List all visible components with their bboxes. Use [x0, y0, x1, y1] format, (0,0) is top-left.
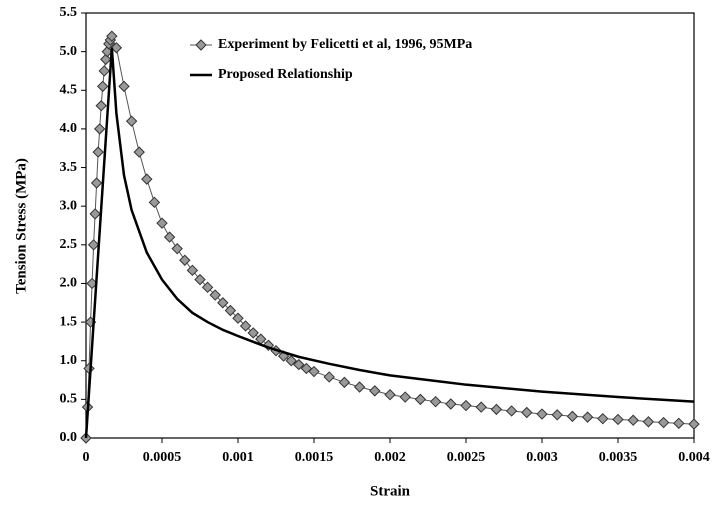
data-point	[521, 406, 533, 419]
x-tick-label: 0.0025	[447, 450, 486, 465]
y-tick-label: 1.5	[60, 314, 78, 329]
data-point	[627, 414, 639, 426]
x-tick-label: 0.003	[526, 450, 558, 465]
data-point	[475, 401, 487, 413]
data-point	[285, 355, 297, 367]
x-tick-label: 0.002	[374, 450, 406, 465]
legend-label: Proposed Relationship	[218, 67, 353, 82]
y-tick-label: 3.0	[60, 198, 78, 213]
data-point	[673, 417, 685, 430]
data-point	[148, 196, 161, 209]
data-point	[232, 312, 244, 324]
data-point	[414, 393, 427, 406]
data-point	[384, 389, 396, 401]
data-point	[95, 100, 107, 112]
data-point	[581, 411, 594, 423]
x-tick-label: 0.0035	[599, 450, 638, 465]
data-point	[460, 399, 472, 412]
data-point	[217, 297, 229, 309]
y-tick-label: 2.5	[60, 237, 78, 252]
data-point	[156, 217, 168, 229]
data-point	[293, 358, 305, 371]
data-point	[133, 146, 145, 158]
data-point	[90, 177, 103, 189]
data-point	[353, 381, 366, 393]
data-point	[209, 289, 221, 301]
data-point	[224, 304, 237, 317]
y-tick-label: 3.5	[60, 160, 78, 175]
data-point	[597, 412, 609, 425]
data-point	[110, 42, 123, 54]
data-point	[87, 239, 100, 251]
data-point	[642, 416, 655, 428]
data-point	[106, 30, 118, 42]
y-axis-label: Tension Stress (MPa)	[13, 158, 29, 294]
data-point	[97, 80, 109, 93]
data-point	[551, 409, 563, 421]
x-axis-label: Strain	[370, 483, 411, 499]
data-point	[323, 371, 335, 383]
x-tick-label: 0.0015	[295, 450, 334, 465]
data-point	[125, 115, 138, 127]
data-point	[445, 398, 457, 410]
y-tick-label: 2.0	[60, 276, 78, 291]
x-tick-label: 0	[83, 450, 90, 465]
y-tick-label: 4.0	[60, 121, 78, 136]
data-point	[100, 53, 112, 66]
data-point	[612, 413, 624, 426]
data-point	[186, 264, 199, 277]
data-point	[566, 410, 579, 423]
data-point	[399, 391, 411, 403]
data-point	[89, 208, 101, 220]
data-point	[688, 418, 700, 430]
data-point	[300, 362, 313, 375]
data-point	[179, 254, 191, 266]
x-tick-label: 0.0005	[143, 450, 182, 465]
data-point	[338, 376, 351, 389]
data-point	[505, 405, 518, 417]
data-point	[536, 408, 548, 420]
data-point	[490, 403, 503, 416]
series-line	[84, 47, 695, 439]
data-point	[141, 173, 153, 185]
series-line	[85, 34, 695, 439]
y-tick-label: 0.0	[60, 430, 78, 445]
y-tick-label: 5.0	[60, 44, 78, 59]
data-point	[194, 273, 206, 286]
x-tick-label: 0.001	[222, 450, 254, 465]
x-tick-label: 0.004	[678, 450, 710, 465]
legend-marker	[195, 39, 207, 51]
data-point	[201, 281, 214, 294]
data-point	[98, 65, 110, 77]
y-tick-label: 4.5	[60, 82, 78, 97]
data-point	[429, 395, 442, 408]
y-tick-label: 5.5	[60, 5, 78, 20]
y-tick-label: 0.5	[60, 392, 78, 407]
data-point	[308, 365, 320, 378]
data-point	[93, 123, 106, 135]
data-point	[247, 327, 259, 339]
data-point	[92, 146, 104, 158]
data-point	[262, 339, 275, 351]
data-point	[171, 242, 183, 255]
data-point	[239, 320, 252, 332]
data-point	[118, 80, 130, 93]
legend-label: Experiment by Felicetti et al, 1996, 95M…	[218, 37, 472, 52]
y-tick-label: 1.0	[60, 353, 78, 368]
data-point	[163, 231, 176, 243]
data-point	[657, 416, 670, 429]
data-point	[369, 385, 381, 397]
